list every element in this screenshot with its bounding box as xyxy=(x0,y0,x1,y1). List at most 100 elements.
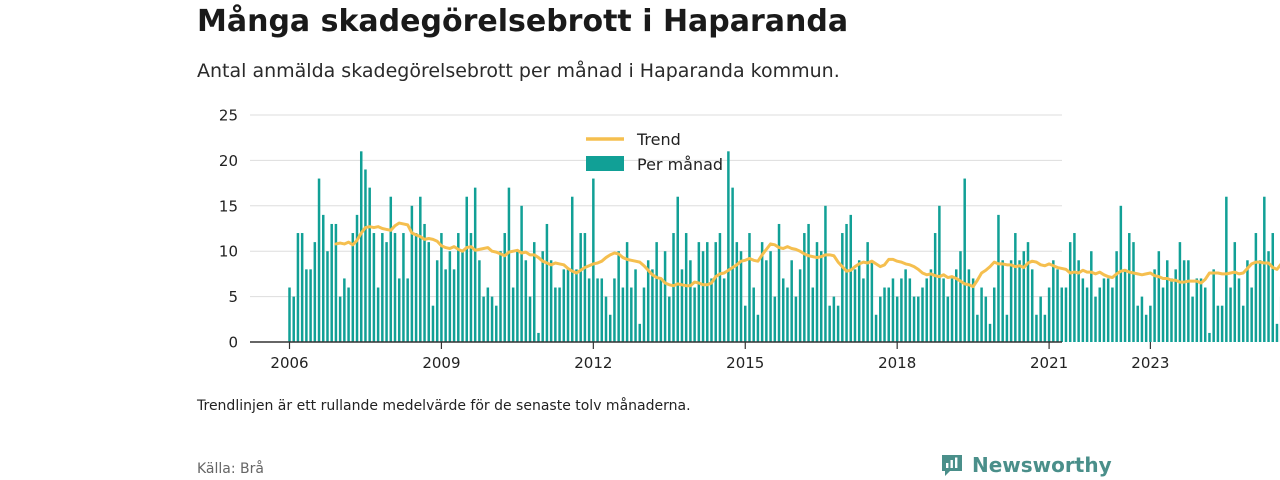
bar xyxy=(1090,251,1093,342)
y-tick-label: 5 xyxy=(228,288,238,306)
bar xyxy=(908,278,912,342)
bar xyxy=(1203,287,1207,342)
bar xyxy=(541,251,544,342)
bar xyxy=(938,205,941,342)
bar xyxy=(841,233,844,342)
bar xyxy=(752,287,755,342)
bar xyxy=(1149,305,1152,342)
bar xyxy=(533,242,536,342)
bar xyxy=(1128,233,1131,342)
axis-layer: 0 5 10 15 20 25 2006 2009 2012 2015 2018 2021 2023 xyxy=(219,107,1170,373)
y-tick-label: 10 xyxy=(219,243,238,261)
bar xyxy=(444,269,447,342)
bar xyxy=(790,260,793,342)
legend-label-trend: Trend xyxy=(636,130,681,149)
bar xyxy=(389,196,393,342)
bar xyxy=(592,178,595,342)
bar xyxy=(828,305,831,342)
bar xyxy=(879,296,882,342)
bar xyxy=(575,269,578,342)
bar xyxy=(482,296,485,342)
bar xyxy=(697,242,701,342)
bar xyxy=(676,196,679,342)
bar xyxy=(895,296,899,342)
bar xyxy=(891,278,895,342)
bar xyxy=(1195,278,1199,342)
bar xyxy=(1212,269,1215,342)
bar xyxy=(1132,242,1135,342)
bar xyxy=(288,287,291,342)
y-tick-label: 0 xyxy=(228,334,238,352)
bar xyxy=(305,269,308,342)
bar xyxy=(1001,260,1004,342)
bar xyxy=(689,260,692,342)
bar-chart: 0 5 10 15 20 25 2006 2009 2012 2015 2018 2021 2023 T… xyxy=(219,107,1280,373)
bar xyxy=(663,251,667,342)
bar xyxy=(347,287,350,342)
bar xyxy=(1254,233,1258,342)
bar xyxy=(338,296,342,342)
newsworthy-logo-icon xyxy=(942,455,962,476)
bar xyxy=(794,296,798,342)
bar xyxy=(1267,251,1270,342)
bar xyxy=(1035,314,1038,342)
bar xyxy=(343,278,346,342)
bar xyxy=(874,314,878,342)
bar xyxy=(1102,278,1106,342)
bar xyxy=(739,251,743,342)
bar xyxy=(1085,287,1089,342)
bar xyxy=(431,305,435,342)
bar xyxy=(490,296,494,342)
trend-layer xyxy=(334,221,1280,289)
bar xyxy=(334,223,338,342)
bar xyxy=(528,296,532,342)
bar xyxy=(693,287,696,342)
bar xyxy=(638,323,642,342)
bar xyxy=(1174,269,1177,342)
bar xyxy=(1199,278,1203,342)
bar xyxy=(520,205,523,342)
bar xyxy=(946,296,950,342)
bar xyxy=(1111,287,1114,342)
bar xyxy=(900,278,903,342)
bar xyxy=(355,214,359,342)
bar xyxy=(1039,296,1042,342)
bar xyxy=(317,178,321,342)
bar xyxy=(1119,205,1123,342)
bar xyxy=(1191,296,1194,342)
bar xyxy=(917,296,920,342)
bar xyxy=(1250,287,1253,342)
bar xyxy=(1136,305,1139,342)
bar xyxy=(414,233,418,342)
bar xyxy=(731,187,734,342)
bar xyxy=(419,196,422,342)
bar xyxy=(1073,233,1076,342)
bar xyxy=(566,269,570,342)
bar xyxy=(587,278,591,342)
bar xyxy=(313,242,317,342)
brand-name: Newsworthy xyxy=(972,453,1112,477)
bar xyxy=(478,260,481,342)
x-tick-label: 2023 xyxy=(1131,354,1169,372)
bar xyxy=(706,242,709,342)
bar xyxy=(980,287,983,342)
bar xyxy=(722,278,726,342)
bar xyxy=(1225,196,1228,342)
bar xyxy=(372,233,376,342)
bar xyxy=(427,242,431,342)
bar xyxy=(503,233,506,342)
bar xyxy=(596,278,599,342)
bar xyxy=(786,287,789,342)
bar xyxy=(570,196,574,342)
bar xyxy=(1005,314,1009,342)
bar xyxy=(967,269,971,342)
x-tick-label: 2018 xyxy=(878,354,916,372)
bar xyxy=(1241,305,1245,342)
bar xyxy=(600,278,604,342)
bar xyxy=(950,278,954,342)
bar xyxy=(473,187,477,342)
bar xyxy=(921,287,924,342)
bar xyxy=(849,214,853,342)
bar xyxy=(929,269,933,342)
x-tick-label: 2015 xyxy=(726,354,764,372)
